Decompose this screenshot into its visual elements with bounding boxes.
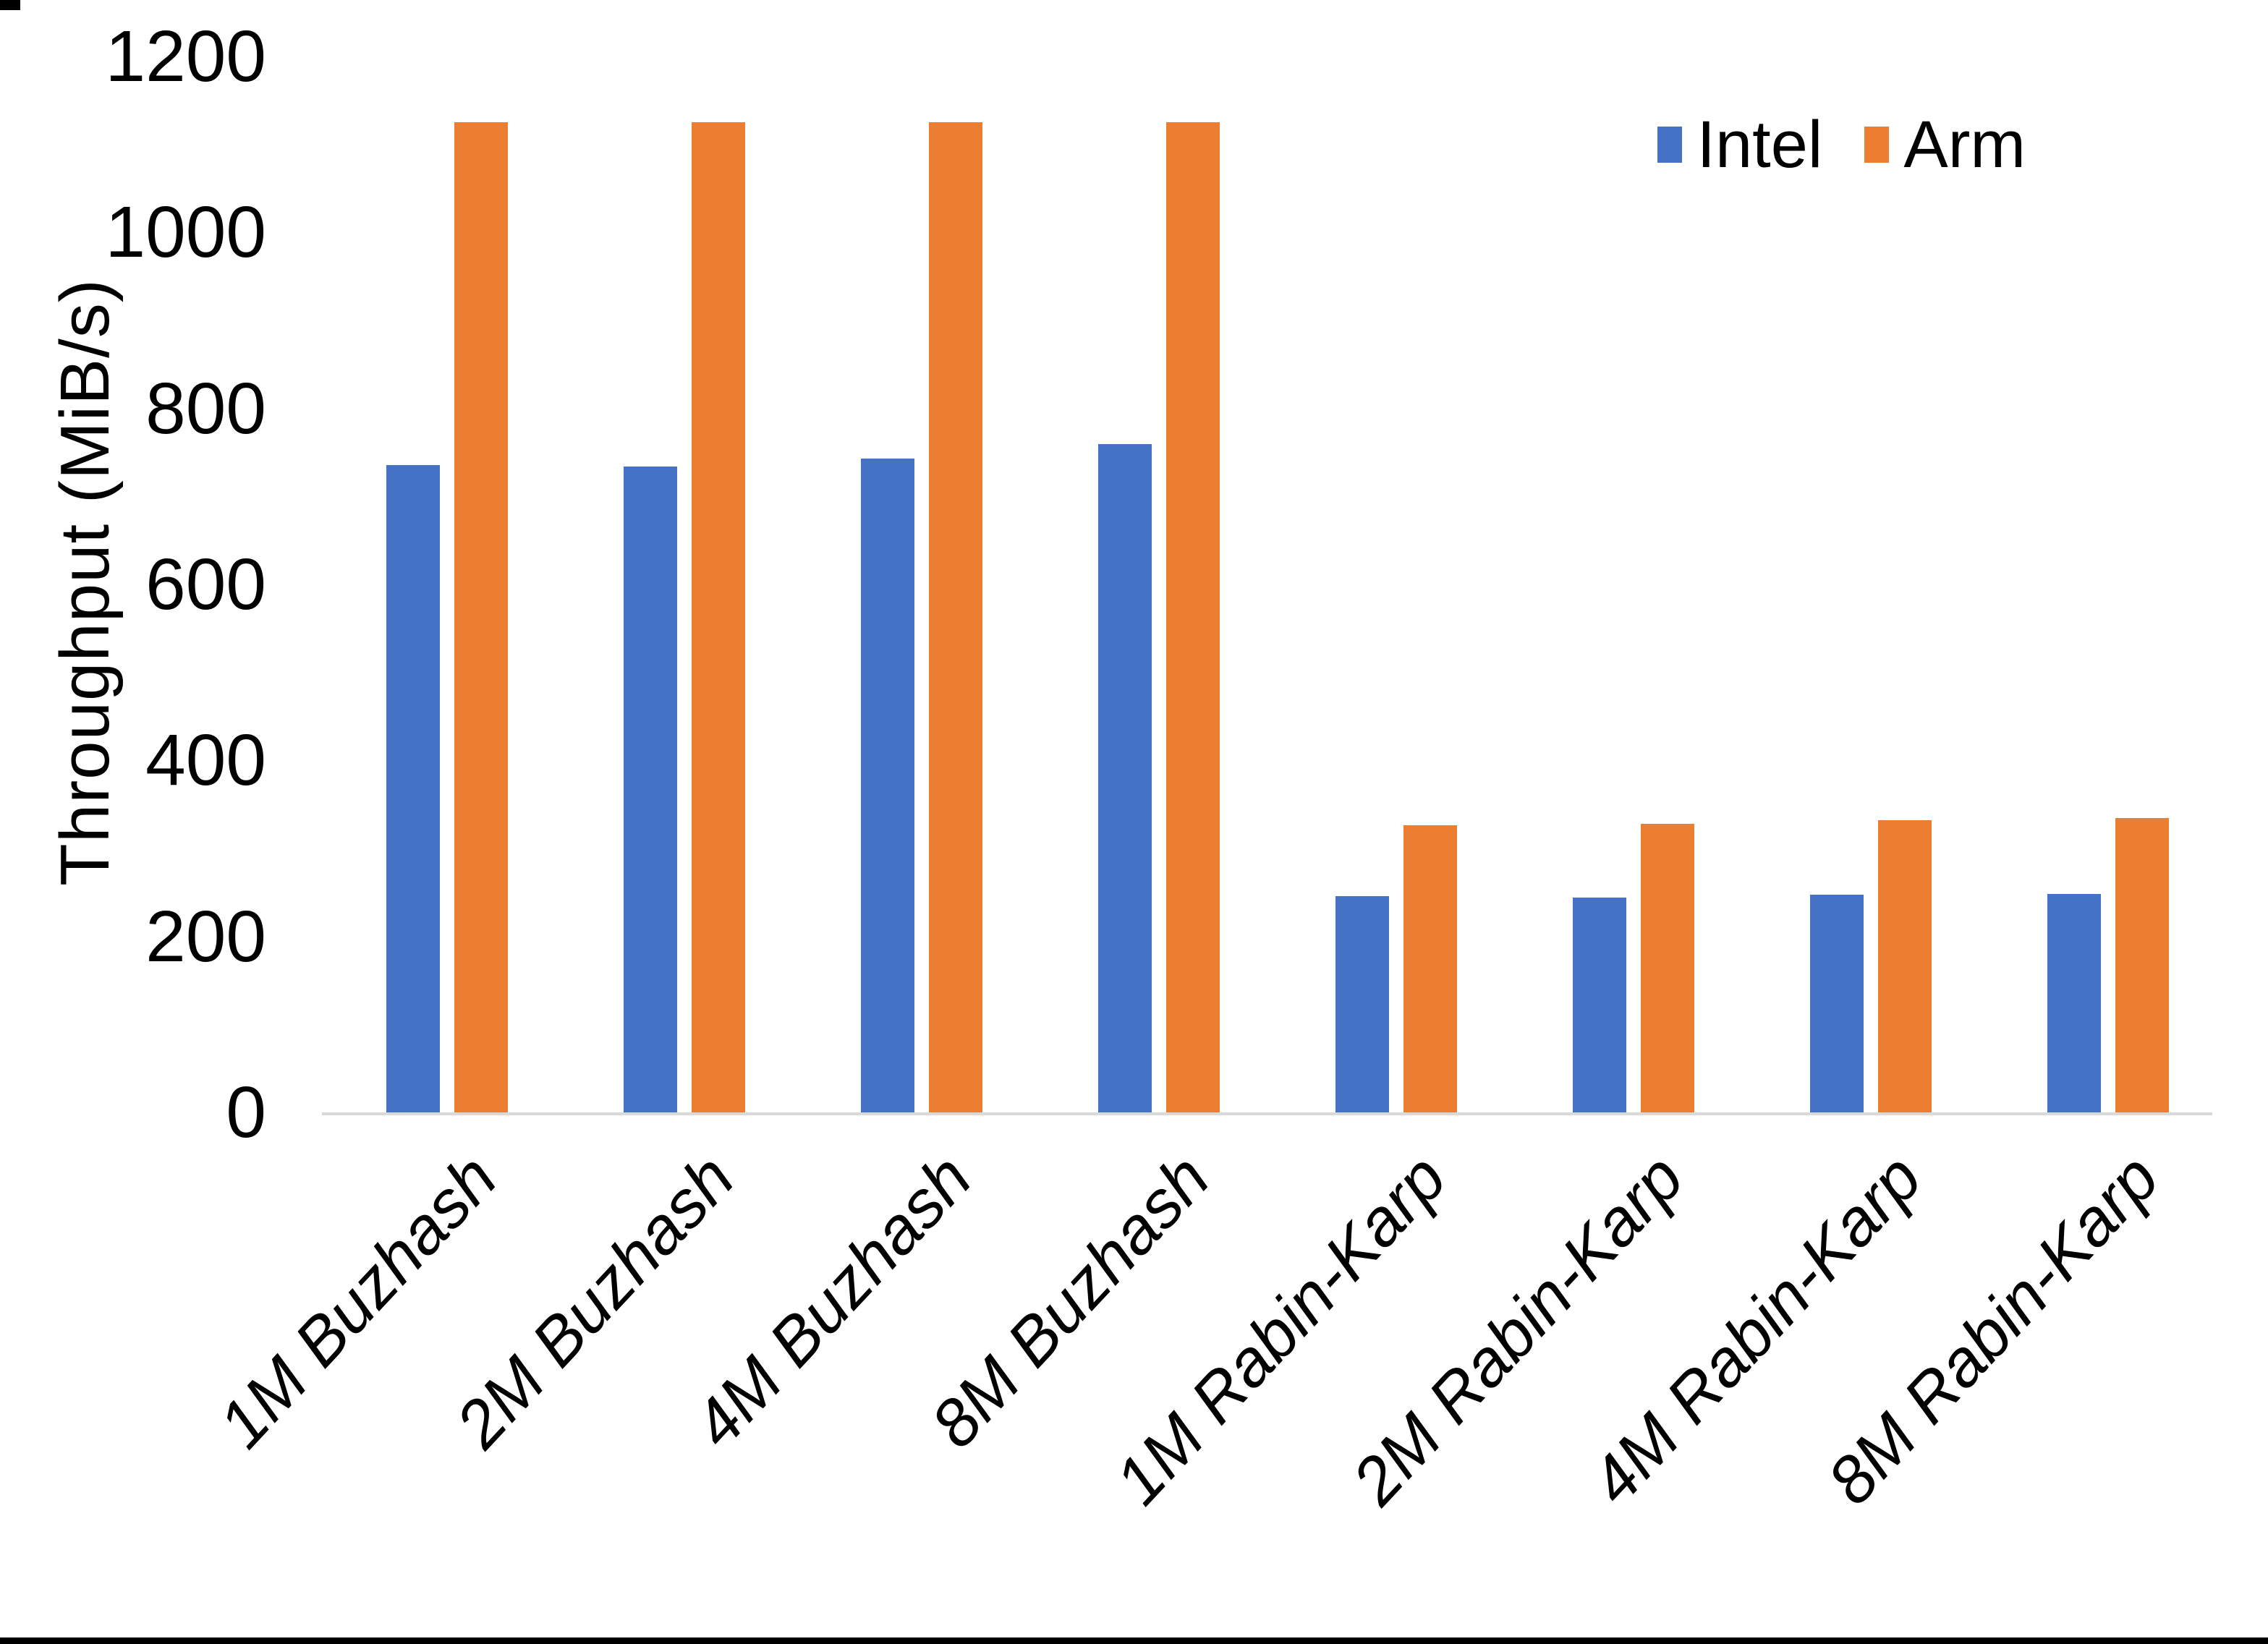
bar-arm-1m-buzhash [454,122,508,1114]
bar-intel-2m-buzhash [623,466,677,1114]
window-bottom-border [0,1637,2268,1644]
y-tick-label-400: 400 [145,720,266,801]
bar-intel-1m-buzhash [386,465,440,1114]
bar-intel-4m-rabin-karp [1810,895,1864,1114]
y-tick-label-600: 600 [145,544,266,625]
bar-intel-8m-buzhash [1097,444,1152,1114]
bar-intel-2m-rabin-karp [1573,897,1627,1114]
x-axis-line [322,1112,2212,1115]
legend-swatch-arm [1864,127,1890,163]
y-axis-title: Throughput (MiB/s) [46,278,124,886]
bar-arm-4m-rabin-karp [1878,819,1932,1114]
bar-arm-1m-rabin-karp [1403,825,1458,1114]
legend-label-intel: Intel [1696,108,1823,182]
window-corner-mark [0,0,20,10]
bar-arm-2m-rabin-karp [1641,823,1695,1114]
legend-item-arm: Arm [1864,107,2026,182]
y-tick-label-1000: 1000 [105,192,266,273]
y-tick-label-800: 800 [145,367,266,449]
legend-item-intel: Intel [1657,107,1822,182]
legend-swatch-intel [1657,127,1683,163]
y-tick-label-1200: 1200 [105,16,266,97]
bar-intel-4m-buzhash [860,458,914,1114]
bar-arm-2m-buzhash [691,122,745,1114]
legend: Intel Arm [1657,107,2026,182]
y-tick-label-200: 200 [145,895,266,977]
bar-intel-8m-rabin-karp [2047,893,2102,1114]
y-tick-label-0: 0 [226,1072,266,1153]
legend-label-arm: Arm [1903,108,2026,182]
bar-arm-4m-buzhash [928,122,982,1114]
bar-arm-8m-rabin-karp [2115,818,2170,1114]
bar-intel-1m-rabin-karp [1335,896,1390,1114]
bar-arm-8m-buzhash [1165,122,1220,1114]
